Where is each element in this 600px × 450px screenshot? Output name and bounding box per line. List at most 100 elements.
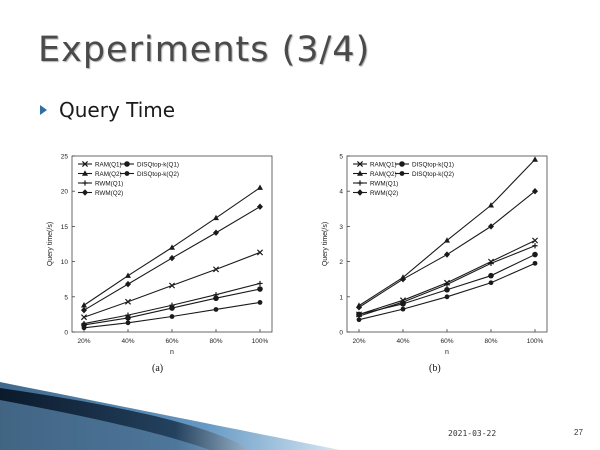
data-point	[213, 295, 219, 302]
data-point	[488, 223, 494, 230]
y-tick-label: 0	[339, 330, 343, 337]
data-point	[444, 294, 450, 300]
footer-date: 2021-03-22	[448, 429, 497, 438]
slide-title: Experiments (3/4)	[38, 30, 371, 70]
y-tick-label: 1	[339, 294, 343, 301]
x-tick-label: 100%	[252, 338, 269, 345]
x-tick-label: 80%	[484, 338, 497, 345]
x-tick-label: 20%	[77, 338, 90, 345]
data-point	[488, 260, 494, 266]
x-tick-label: 40%	[396, 338, 409, 345]
series-disqtop-k-q1-	[81, 286, 263, 328]
legend-marker	[399, 161, 405, 167]
data-point	[356, 317, 362, 323]
legend-label: RAM(Q2)	[370, 171, 397, 178]
y-tick-label: 3	[339, 224, 343, 231]
data-point	[125, 272, 131, 278]
page-number: 27	[574, 428, 583, 437]
x-axis-label: n	[170, 349, 174, 356]
data-point	[400, 306, 406, 312]
legend-label: RWM(Q1)	[95, 180, 123, 187]
chart-b: 0 1 2 3 4 5 20% 40% 60% 80% 100% n Query time(/s) RAM…	[322, 154, 548, 356]
data-point	[488, 202, 494, 208]
chart-a: 0 5 10 15 20 25 20% 40% 60% 80% 100% n Query time(/s…	[47, 154, 273, 356]
y-tick-label: 4	[339, 189, 343, 196]
decorative-swoosh	[0, 382, 340, 450]
series-rwm-q2-	[356, 188, 538, 311]
data-point	[257, 203, 263, 210]
data-point	[168, 282, 176, 289]
data-point	[213, 307, 219, 312]
legend-label: RWM(Q2)	[95, 190, 123, 197]
data-point	[80, 314, 88, 321]
legend-label: RAM(Q2)	[95, 171, 122, 178]
legend-label: DISQtop-k(Q1)	[137, 161, 179, 168]
data-point	[257, 184, 263, 190]
y-axis-label: Query time(/s)	[47, 222, 54, 266]
triangle-bullet-icon	[40, 105, 47, 115]
legend-label: DISQtop-k(Q2)	[412, 171, 454, 178]
data-point	[257, 280, 263, 287]
series-disqtop-k-q2-	[81, 300, 263, 331]
x-tick-label: 60%	[440, 338, 453, 345]
data-point	[356, 304, 362, 311]
legend: RAM(Q1) DISQtop-k(Q1) RAM(Q2) DISQtop-k(Q2)…	[78, 160, 179, 197]
y-tick-label: 20	[61, 189, 69, 196]
series-ram-q2-	[81, 184, 263, 308]
data-point	[400, 276, 406, 283]
legend-label: RAM(Q1)	[95, 161, 122, 168]
series-ram-q1-	[80, 249, 264, 321]
data-point	[81, 306, 87, 314]
data-point	[257, 286, 263, 292]
data-point	[169, 244, 175, 250]
data-point	[81, 325, 87, 331]
bullet-item: Query Time	[40, 98, 175, 122]
legend-label: DISQtop-k(Q2)	[137, 171, 179, 178]
legend-marker	[124, 161, 130, 167]
y-tick-label: 25	[61, 154, 69, 161]
legend-marker	[124, 171, 130, 176]
legend-marker	[357, 170, 363, 176]
bullet-text: Query Time	[59, 98, 176, 122]
x-tick-label: 80%	[209, 338, 222, 345]
data-point	[444, 237, 450, 243]
data-point	[125, 315, 131, 321]
data-point	[169, 314, 175, 319]
caption-b: (b)	[429, 363, 441, 374]
y-axis-label: Query time(/s)	[322, 222, 329, 266]
plot-area	[346, 155, 548, 333]
legend-label: RWM(Q1)	[370, 180, 398, 187]
legend-label: RWM(Q2)	[370, 190, 398, 197]
data-point	[125, 320, 131, 326]
data-point	[212, 266, 220, 273]
x-tick-label: 40%	[121, 338, 134, 345]
legend-label: RAM(Q1)	[370, 161, 397, 168]
x-tick-label: 20%	[352, 338, 365, 345]
legend-marker	[399, 171, 405, 176]
x-tick-label: 60%	[165, 338, 178, 345]
data-point	[213, 229, 219, 236]
caption-a: (a)	[152, 363, 164, 374]
data-point	[444, 286, 450, 293]
legend-marker	[356, 160, 364, 168]
data-point	[356, 311, 362, 318]
data-point	[256, 249, 264, 256]
data-point	[488, 272, 494, 279]
series-disqtop-k-q2-	[356, 260, 538, 323]
data-point	[213, 214, 219, 221]
data-point	[125, 280, 131, 288]
x-tick-label: 100%	[527, 338, 544, 345]
y-tick-label: 2	[339, 259, 343, 266]
data-point	[488, 280, 494, 286]
data-point	[444, 251, 450, 258]
x-axis-label: n	[445, 349, 449, 356]
data-point	[444, 281, 450, 288]
legend-label: DISQtop-k(Q1)	[412, 161, 454, 168]
legend-marker	[82, 170, 88, 176]
series-rwm-q2-	[81, 203, 263, 314]
legend-marker	[82, 180, 88, 186]
data-point	[169, 305, 175, 311]
data-point	[532, 156, 538, 162]
y-tick-label: 10	[61, 259, 69, 266]
